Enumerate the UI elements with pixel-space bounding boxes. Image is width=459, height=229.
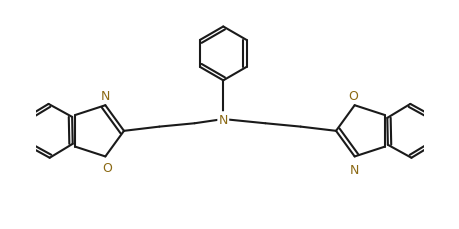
Text: O: O	[102, 161, 112, 174]
Text: N: N	[218, 113, 228, 126]
Text: N: N	[101, 90, 110, 102]
Text: O: O	[347, 90, 357, 102]
Text: N: N	[349, 164, 358, 176]
